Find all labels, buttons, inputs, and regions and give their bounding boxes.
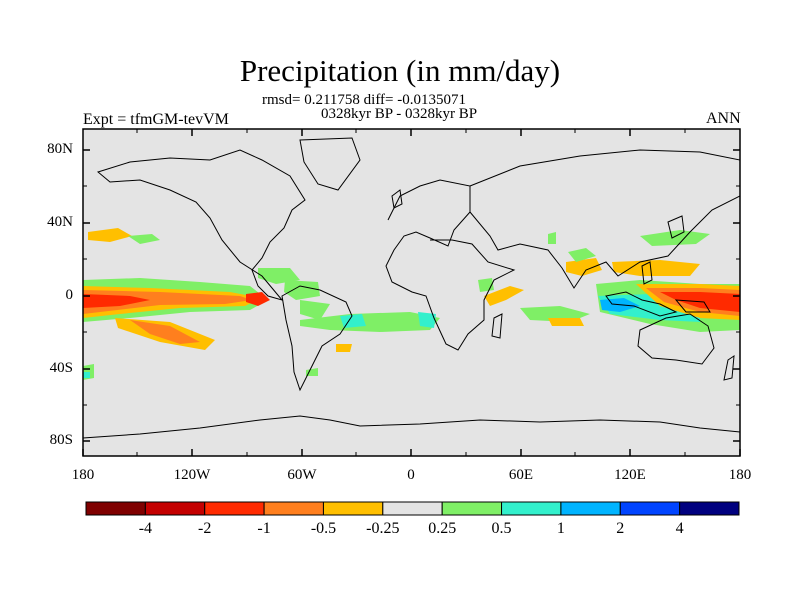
colorbar-label: 0.5 [491,520,512,537]
colorbar-swatch [263,501,324,516]
colorbar-swatch [619,501,681,516]
experiment-label: Expt = tfmGM-tevVM [83,111,229,128]
season-label: ANN [706,110,741,127]
anomaly-wpac-yellow-n [612,260,700,276]
lon-tick-label: 60E [508,467,534,483]
colorbar-label: -1 [257,520,271,537]
lon-tick-label: 180 [728,467,752,483]
colorbar-swatch [679,501,740,516]
lat-tick-label: 80S [49,432,73,448]
lat-tick-label: 40S [49,360,73,376]
anomaly-satl-cyan2 [418,312,436,328]
anomaly-npac-green2 [548,232,556,244]
colorbar-label: 4 [675,520,684,537]
lon-tick-label: 120E [614,467,646,483]
anomaly-wpac-green-n [640,230,710,246]
period-label: 0328kyr BP - 0328kyr BP [321,106,478,122]
anomaly-satl-green [300,312,440,332]
colorbar-label: 0.25 [428,520,457,537]
lon-tick-label: 120W [173,467,211,483]
coast-asia [469,149,741,289]
lon-tick-label: 180 [71,467,95,483]
colorbar-swatch [441,501,503,516]
colorbar-swatch [322,501,384,516]
coast-australia [637,313,715,365]
colorbar-label: 2 [616,520,625,537]
axis-minor-ticks [83,129,740,456]
coast-japan [667,215,685,239]
anomaly-spcz-orange [130,320,200,344]
anomaly-africa-yellow [484,286,524,306]
colorbar [85,501,740,516]
colorbar-swatch [144,501,206,516]
lat-tick-label: 40N [47,214,73,230]
colorbar-swatch [85,501,146,516]
colorbar-label: 1 [556,520,565,537]
plot-title: Precipitation (in mm/day) [239,53,561,88]
lon-tick-label: 0 [407,467,415,483]
axis-ticks [82,129,741,456]
anomaly-red-pacific-east [246,292,270,306]
colorbar-label: -0.25 [366,520,400,537]
coast-antarctica [82,415,741,439]
colorbar-swatch [204,501,265,516]
colorbar-label: -4 [138,520,153,537]
coast-south-america [281,285,353,392]
colorbar-swatch [382,501,443,516]
coastlines [82,137,741,439]
coast-north-america [96,149,306,301]
anomaly-npac-green [128,234,160,244]
coast-europe-africa [385,179,516,351]
coast-new-guinea [674,299,711,313]
anomaly-atl-green-n [284,280,320,300]
anomaly-carib-green [258,268,300,284]
coast-madagascar [491,313,503,339]
anomaly-red-pacific [83,294,150,308]
anomaly-npac-yellow [88,228,132,242]
colorbar-swatch [501,501,562,516]
anomaly-so-green2 [306,368,318,376]
coast-indonesia [605,291,678,317]
coast-philippines [641,261,653,285]
anomaly-so-cyan [83,372,90,378]
anomaly-india-green [568,248,596,262]
coast-britain [391,189,403,209]
anomaly-amazon-green [300,300,330,320]
coast-new-zealand [723,355,735,381]
anomaly-india-yellow [566,258,602,276]
lat-tick-label: 80N [47,141,73,157]
stats-label: rmsd= 0.211758 diff= -0.0135071 [262,92,466,108]
lat-tick-label: 0 [65,287,74,303]
colorbar-swatch [560,501,621,516]
anomaly-io-yellow [548,318,584,326]
colorbar-label: -2 [198,520,212,537]
anomaly-satl-cyan [340,314,366,328]
anomaly-satl-yellow [336,344,352,352]
colorbar-label: -0.5 [310,520,337,537]
coast-greenland [299,137,361,191]
lon-tick-label: 60W [287,467,317,483]
